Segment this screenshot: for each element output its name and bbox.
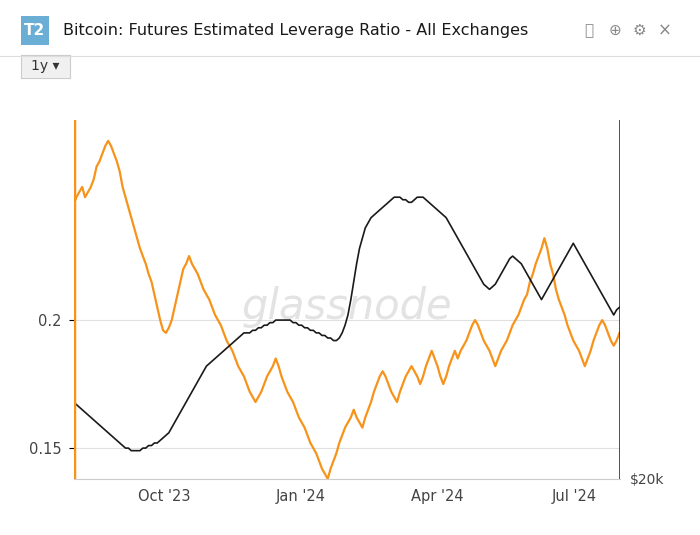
Text: Bitcoin: Futures Estimated Leverage Ratio - All Exchanges: Bitcoin: Futures Estimated Leverage Rati… — [63, 23, 528, 38]
Text: ⓘ: ⓘ — [584, 23, 594, 38]
Text: T2: T2 — [25, 23, 46, 39]
Text: 1y ▾: 1y ▾ — [32, 59, 60, 73]
Text: ⚙: ⚙ — [632, 23, 645, 38]
Text: glassnode: glassnode — [241, 286, 452, 328]
Text: ×: × — [658, 21, 672, 40]
Text: ⊕: ⊕ — [609, 23, 622, 38]
